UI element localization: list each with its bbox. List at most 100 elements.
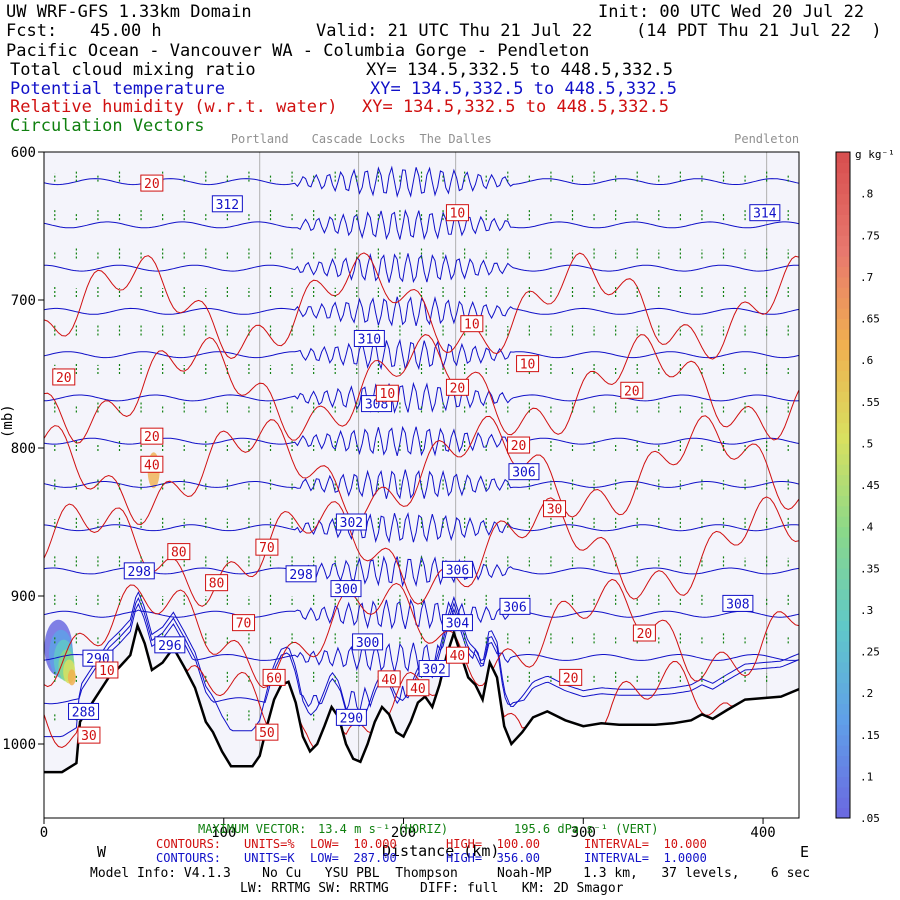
- colorbar-segment: [836, 651, 850, 663]
- theta-low: LOW= 287.00: [310, 851, 397, 865]
- theta-high: HIGH= 356.00: [446, 851, 540, 865]
- colorbar-tick-label: .5: [860, 437, 873, 450]
- theta-label: 300: [334, 583, 357, 598]
- colorbar-segment: [836, 214, 850, 226]
- rh-label-box: [460, 315, 484, 333]
- colorbar-segment: [836, 235, 850, 247]
- rh-contour: [44, 334, 799, 444]
- rh-label: 40: [381, 673, 397, 688]
- rh-label-box: [167, 543, 191, 561]
- colorbar-tick-label: .55: [860, 396, 880, 409]
- colorbar-segment: [836, 183, 850, 195]
- theta-label: 290: [340, 711, 363, 726]
- valid-local-time: (14 PDT Thu 21 Jul 22 ): [636, 21, 882, 41]
- theta-label: 298: [128, 565, 151, 580]
- theta-units: UNITS=K: [244, 851, 295, 865]
- rh-label-box: [255, 723, 279, 741]
- colorbar-segment: [836, 276, 850, 288]
- colorbar-segment: [836, 401, 850, 413]
- theta-contour: [44, 381, 799, 414]
- max-vector-horiz: 13.4 m s⁻¹ (HORIZ): [318, 822, 449, 836]
- colorbar-segment: [836, 245, 850, 257]
- terrain-fill: [44, 625, 799, 818]
- colorbar-segment: [836, 745, 850, 757]
- rh-label: 10: [380, 387, 396, 402]
- theta-label: 302: [422, 663, 445, 678]
- rh-label: 80: [209, 577, 225, 592]
- colorbar-segment: [836, 391, 850, 403]
- terrain-line: [44, 621, 799, 774]
- colorbar-unit: g kg⁻¹: [855, 148, 895, 161]
- region-title: Pacific Ocean - Vancouver WA - Columbia …: [6, 41, 590, 61]
- theta-label-box: [508, 463, 540, 481]
- colorbar-segment: [836, 256, 850, 267]
- theta-label-box: [154, 636, 186, 654]
- rh-low: LOW= 10.000: [310, 837, 397, 851]
- colorbar-tick-label: .1: [860, 770, 873, 783]
- rh-label: 10: [450, 207, 466, 222]
- rh-label-box: [77, 726, 101, 744]
- colorbar-segment: [836, 453, 850, 465]
- colorbar-segment: [836, 224, 850, 236]
- theta-label: 302: [340, 516, 363, 531]
- field-cloud-title: Total cloud mixing ratio: [10, 60, 256, 80]
- colorbar-segment: [836, 412, 850, 424]
- theta-label-box: [441, 560, 473, 578]
- colorbar-segment: [836, 797, 850, 809]
- theta-contour: [44, 165, 799, 198]
- theta-label-box: [353, 329, 385, 347]
- max-vector-vert: 195.6 dPa s⁻¹ (VERT): [514, 822, 659, 836]
- rh-label: 10: [520, 358, 536, 373]
- theta-label: 300: [356, 636, 379, 651]
- rh-label-box: [507, 436, 531, 454]
- colorbar-segment: [836, 308, 850, 319]
- colorbar-tick-label: .65: [860, 313, 880, 326]
- theta-label-box: [418, 660, 450, 678]
- colorbar-segment: [836, 630, 850, 642]
- model-info-physics: LW: RRTMG SW: RRTMG DIFF: full KM: 2D Sm…: [240, 881, 624, 896]
- rh-label-box: [516, 355, 540, 373]
- colorbar-segment: [836, 349, 850, 361]
- colorbar-segment: [836, 661, 850, 673]
- field-vectors-title: Circulation Vectors: [10, 116, 205, 136]
- x-tick-label: 400: [750, 825, 775, 841]
- rh-label-box: [140, 455, 164, 473]
- theta-label: 310: [358, 332, 381, 347]
- rh-label: 20: [511, 439, 527, 454]
- x-axis-west-label: W: [97, 843, 107, 861]
- colorbar-segment: [836, 609, 850, 621]
- colorbar-segment: [836, 464, 850, 476]
- rh-label: 10: [464, 318, 480, 333]
- theta-label: 314: [753, 207, 777, 222]
- colorbar-segment: [836, 495, 850, 507]
- rh-label: 80: [171, 546, 187, 561]
- colorbar-tick-label: .7: [860, 271, 873, 284]
- colorbar-segment: [836, 204, 850, 215]
- theta-label-box: [285, 565, 317, 583]
- colorbar-segment: [836, 599, 850, 611]
- colorbar-tick-label: .05: [860, 812, 880, 825]
- colorbar-tick-label: .3: [860, 604, 873, 617]
- rh-label-box: [140, 174, 164, 192]
- theta-contour: [44, 296, 799, 327]
- colorbar-tick-label: .25: [860, 646, 880, 659]
- field-cloud-xy: XY= 134.5,332.5 to 448.5,332.5: [366, 60, 674, 80]
- theta-label: 312: [216, 198, 239, 213]
- colorbar-segment: [836, 297, 850, 309]
- colorbar-segment: [836, 672, 850, 684]
- theta-label-box: [499, 597, 531, 615]
- theta-interval: INTERVAL= 1.0000: [584, 851, 707, 865]
- theta-label-box: [123, 562, 155, 580]
- field-theta-xy: XY= 134.5,332.5 to 448.5,332.5: [370, 79, 678, 99]
- colorbar-tick-label: .35: [860, 562, 880, 575]
- colorbar-segment: [836, 755, 850, 767]
- colorbar-segment: [836, 432, 850, 444]
- colorbar-segment: [836, 339, 850, 351]
- plot-frame: [43, 151, 800, 819]
- cloud-shading: [67, 669, 76, 686]
- y-tick-label: 600: [11, 145, 36, 161]
- rh-label-box: [445, 646, 469, 664]
- theta-label-box: [330, 580, 362, 598]
- theta-contour: [44, 252, 799, 284]
- y-tick-label: 700: [11, 293, 36, 309]
